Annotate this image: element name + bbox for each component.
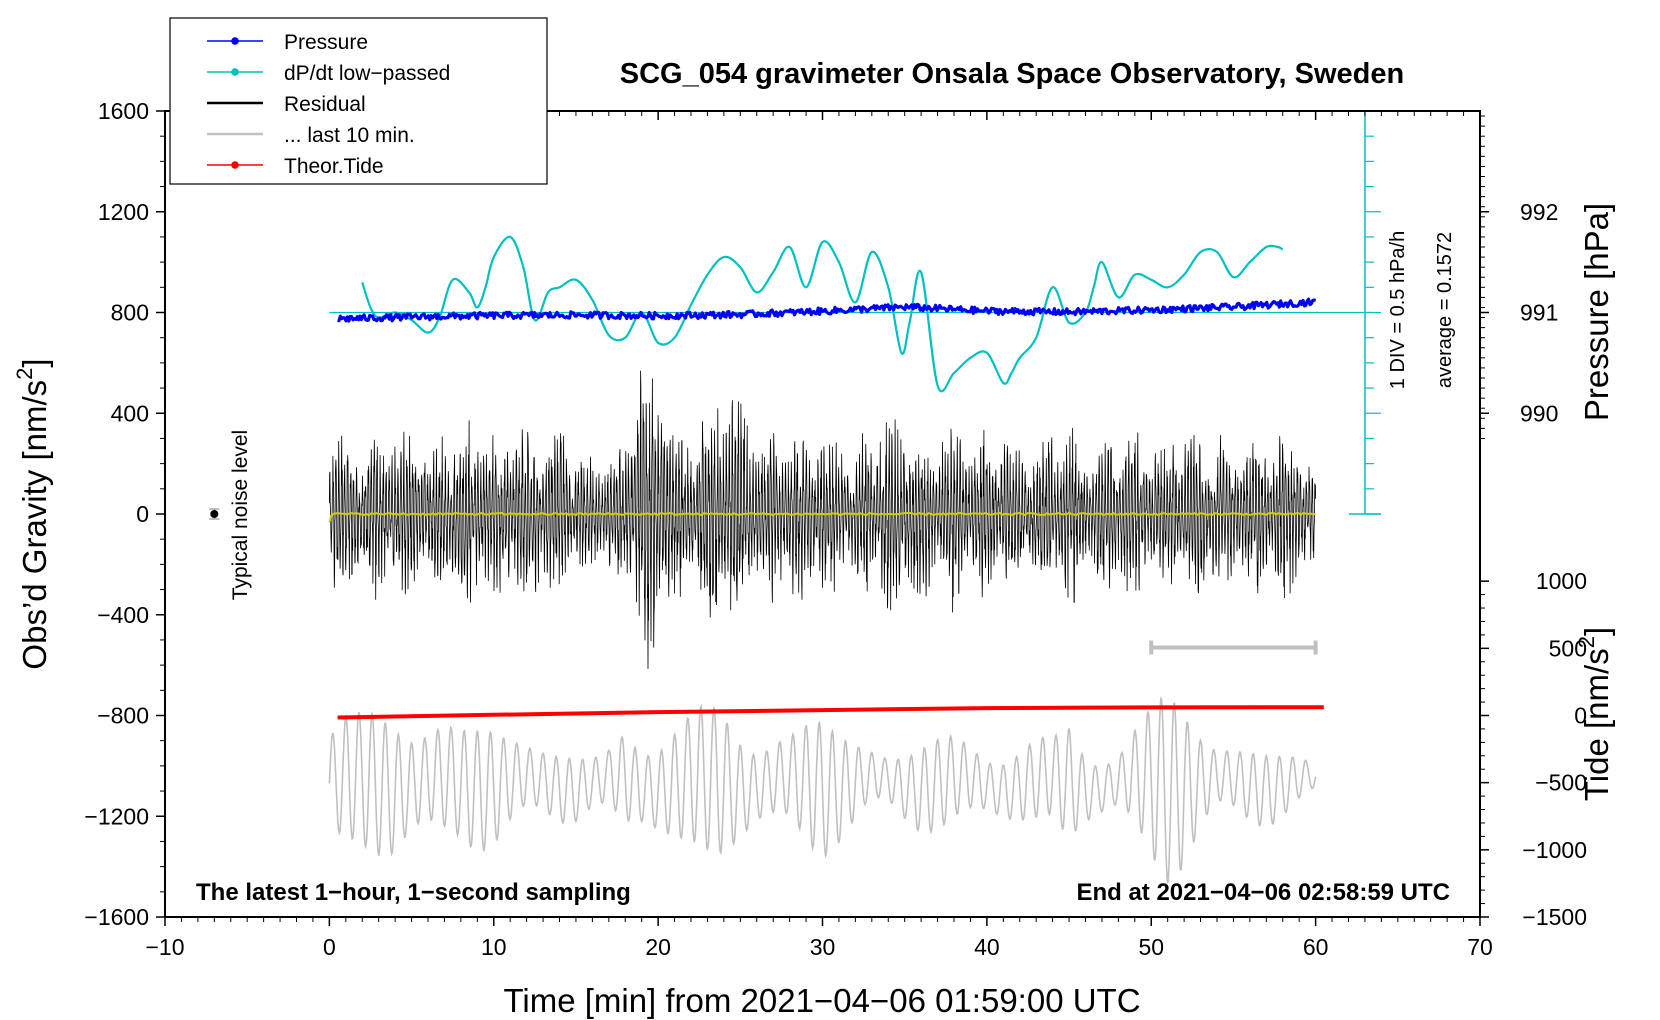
dpdt-scale-axis: [1349, 110, 1381, 515]
tide-series: [337, 705, 1324, 720]
x-tick-label: 30: [810, 934, 836, 960]
residual-line: [329, 370, 1316, 669]
x-tick-label: 60: [1303, 934, 1329, 960]
noise-marker: [209, 508, 220, 520]
y-tick-label: 800: [111, 300, 149, 326]
tide-tick-label: −1500: [1522, 904, 1587, 930]
y-axis-left: −1600 −1200 −800 −400 0 400 800 1200 1600: [84, 98, 165, 930]
x-tick-label: 40: [974, 934, 1000, 960]
x-axis-title: Time [min] from 2021−04−06 01:59:00 UTC: [503, 982, 1140, 1019]
legend-label: ... last 10 min.: [284, 124, 415, 147]
pressure-tick-label: 990: [1520, 400, 1558, 426]
dpdt-div-label: 1 DIV = 0.5 hPa/h: [1387, 231, 1409, 389]
legend-box: [169, 17, 548, 185]
last-10-min-series: [328, 696, 1317, 884]
y-axis-tide: −1500 −1000 −500 0 500 1000: [1480, 568, 1587, 930]
legend-marker: [231, 68, 239, 76]
tide-tick-label: 500: [1549, 635, 1587, 661]
dpdt-line: [361, 235, 1284, 393]
y-axis-title-tide-text: Tide [nm/s: [1578, 648, 1615, 801]
pressure-tick-label: 991: [1520, 300, 1558, 326]
tide-tick-label: 0: [1574, 703, 1587, 729]
legend-marker: [231, 37, 239, 45]
chart-title: SCG_054 gravimeter Onsala Space Observat…: [620, 58, 1404, 90]
y-axis-title-tide-sup: 2: [1574, 636, 1599, 648]
y-axis-pressure: 990 991 992: [1480, 115, 1558, 439]
y-tick-label: 1200: [98, 199, 149, 225]
x-tick-label: −10: [145, 934, 184, 960]
legend-label: Pressure: [284, 31, 368, 54]
y-axis-title-tide: Tide [nm/s2]: [1574, 627, 1615, 801]
legend-marker: [231, 161, 239, 169]
residual-mean-line: [328, 511, 1316, 523]
x-tick-label: 0: [323, 934, 336, 960]
y-tick-label: 1600: [98, 98, 149, 124]
tide-tick-label: −1000: [1522, 837, 1587, 863]
noise-label: Typical noise level: [229, 430, 252, 600]
bottom-right-annotation: End at 2021−04−06 02:58:59 UTC: [1076, 879, 1450, 906]
x-tick-label: 70: [1467, 934, 1493, 960]
last-10-min-bar: [1149, 640, 1318, 655]
y-tick-label: −1600: [84, 904, 149, 930]
legend-label: dP/dt low−passed: [284, 62, 450, 85]
x-tick-label: 20: [645, 934, 671, 960]
legend-label: Residual: [284, 93, 366, 116]
tide-line: [337, 705, 1324, 720]
pressure-line: [337, 297, 1317, 323]
dpdt-average-label: average = 0.1572: [1434, 232, 1456, 388]
y-axis-title-tide-close: ]: [1578, 627, 1615, 636]
x-tick-label: 50: [1138, 934, 1164, 960]
x-axis: −10 0 10 20 30 40 50 60 70: [145, 111, 1493, 960]
bottom-left-annotation: The latest 1−hour, 1−second sampling: [196, 879, 631, 906]
tide-tick-label: −500: [1535, 770, 1587, 796]
x-tick-label: 10: [481, 934, 507, 960]
y-axis-title-left-text: Obs’d Gravity [nm/s: [16, 380, 53, 670]
y-tick-label: −400: [97, 602, 149, 628]
y-tick-label: 400: [111, 400, 149, 426]
y-tick-label: 0: [136, 501, 149, 527]
legend: Pressure dP/dt low−passed Residual ... last…: [169, 17, 548, 185]
y-axis-title-left: Obs’d Gravity [nm/s2]: [12, 358, 53, 669]
y-axis-title-left-close: ]: [16, 358, 53, 367]
tide-tick-label: 1000: [1536, 568, 1587, 594]
y-axis-title-left-sup: 2: [12, 368, 37, 380]
y-tick-label: −800: [97, 703, 149, 729]
legend-label: Theor.Tide: [284, 155, 384, 178]
y-tick-label: −1200: [84, 803, 149, 829]
noise-dot: [210, 510, 219, 518]
residual-series: [329, 370, 1316, 669]
y-axis-title-pressure: Pressure [hPa]: [1578, 203, 1615, 421]
residual-mean-series: [328, 511, 1316, 523]
last-10-min-line: [328, 696, 1317, 884]
pressure-tick-label: 992: [1520, 199, 1558, 225]
pressure-series: [337, 297, 1317, 323]
